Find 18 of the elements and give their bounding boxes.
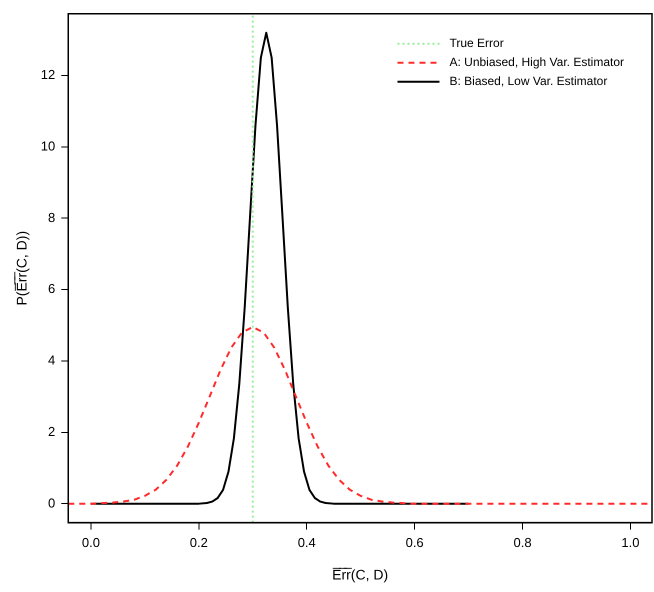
x-axis-title: E̅r̅r̅(C, D) (332, 566, 388, 582)
x-tick-label: 0.4 (298, 534, 316, 550)
legend-label: True Error (449, 36, 504, 50)
y-tick-label: 12 (40, 67, 56, 82)
x-tick-label: 0.8 (513, 534, 532, 550)
x-tick-label: 0.2 (190, 534, 208, 550)
legend-label: A: Unbiased, High Var. Estimator (449, 55, 624, 70)
x-tick-label: 0.6 (406, 534, 424, 550)
y-tick-label: 6 (48, 281, 56, 296)
y-tick-label: 0 (48, 495, 56, 510)
y-tick-label: 4 (48, 352, 56, 368)
y-tick-label: 10 (40, 138, 56, 154)
x-tick-label: 1.0 (621, 534, 640, 550)
y-axis-title: P(E̅r̅r̅(C, D)) (13, 230, 30, 306)
y-tick-label: 2 (48, 424, 56, 439)
x-tick-label: 0.0 (82, 534, 100, 550)
y-tick-label: 8 (48, 210, 56, 225)
legend-label: B: Biased, Low Var. Estimator (449, 74, 608, 88)
